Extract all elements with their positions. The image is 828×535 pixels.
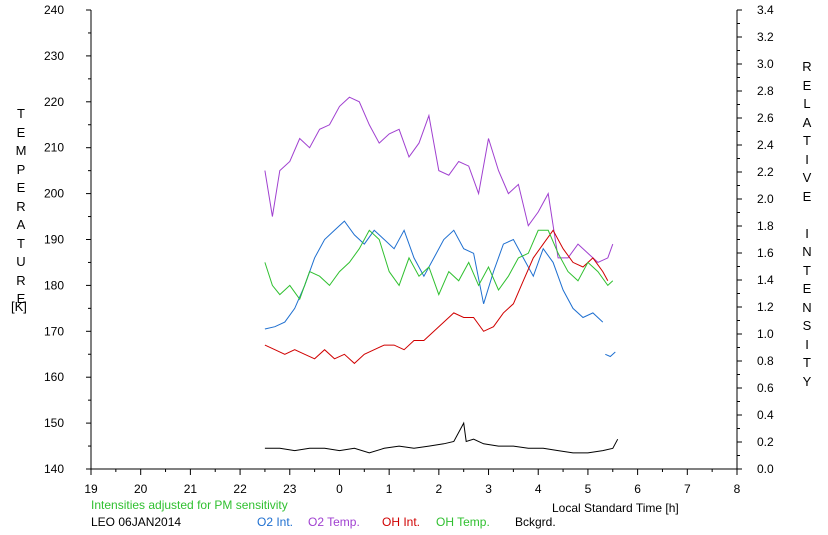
chart-axes: 1401501601701801902002102202302400.00.20… xyxy=(44,3,774,496)
note-text: Intensities adjusted for PM sensitivity xyxy=(91,498,288,512)
y-right-tick-label: 3.2 xyxy=(757,30,774,44)
x-tick-label: 8 xyxy=(734,482,741,496)
y-right-tick-label: 1.6 xyxy=(757,246,774,260)
vertical-label-char: E xyxy=(802,188,812,204)
legend-oh-temp: OH Temp. xyxy=(436,515,490,529)
y-right-tick-label: 1.4 xyxy=(757,273,774,287)
x-tick-label: 0 xyxy=(336,482,343,496)
series-line-oh-temp xyxy=(264,229,614,301)
vertical-label-char: N xyxy=(802,299,812,315)
series-line-oh-int xyxy=(264,229,609,365)
legend-bckgrd: Bckgrd. xyxy=(515,515,556,529)
y-left-tick-label: 170 xyxy=(44,324,64,338)
x-tick-label: 22 xyxy=(233,482,247,496)
vertical-label-char: A xyxy=(802,114,812,130)
vertical-label-char: T xyxy=(17,106,25,121)
x-tick-label: 7 xyxy=(684,482,691,496)
y-left-tick-label: 240 xyxy=(44,3,64,17)
series-line-bckgrd xyxy=(264,421,619,454)
vertical-label-char: E xyxy=(16,291,26,306)
vertical-label-char: R xyxy=(16,198,26,214)
vertical-label-char: S xyxy=(802,318,812,333)
y-right-tick-label: 0.4 xyxy=(757,408,774,422)
y-right-tick-label: 0.6 xyxy=(757,381,774,395)
vertical-label-char: Y xyxy=(802,373,812,389)
y-right-tick-label: 2.4 xyxy=(757,138,774,152)
vertical-label-char: I xyxy=(805,336,809,352)
vertical-label-char: R xyxy=(802,59,812,74)
station-label: LEO 06JAN2014 xyxy=(91,515,182,529)
series-line-o2-temp xyxy=(264,96,614,263)
y-left-tick-label: 220 xyxy=(44,95,64,109)
x-tick-label: 2 xyxy=(436,482,443,496)
x-tick-label: 3 xyxy=(485,482,492,496)
y-axis-left-unit: [K] xyxy=(11,299,27,314)
vertical-label-char: T xyxy=(803,133,811,148)
y-left-tick-label: 160 xyxy=(44,370,64,384)
vertical-label-char: R xyxy=(16,272,26,288)
y-right-tick-label: 0.0 xyxy=(757,462,774,476)
y-left-tick-label: 230 xyxy=(44,49,64,63)
y-right-tick-label: 1.2 xyxy=(757,300,774,314)
vertical-label-char: P xyxy=(16,161,26,177)
y-left-tick-label: 180 xyxy=(44,278,64,292)
y-right-tick-label: 3.0 xyxy=(757,57,774,71)
vertical-label-char: N xyxy=(802,244,812,259)
vertical-label-char: I xyxy=(805,225,809,241)
vertical-label-char: V xyxy=(802,170,812,185)
y-right-tick-label: 2.8 xyxy=(757,84,774,98)
vertical-label-char: T xyxy=(803,355,811,370)
x-tick-label: 23 xyxy=(283,482,297,496)
x-tick-label: 19 xyxy=(84,482,98,496)
y-left-tick-label: 200 xyxy=(44,187,64,201)
y-left-tick-label: 190 xyxy=(44,233,64,247)
x-tick-label: 5 xyxy=(585,482,592,496)
series-line-o2-int xyxy=(264,220,604,330)
y-right-tick-label: 0.8 xyxy=(757,354,774,368)
y-right-tick-label: 2.2 xyxy=(757,165,774,179)
x-tick-label: 20 xyxy=(134,482,148,496)
vertical-label-char: E xyxy=(802,281,812,296)
vertical-label-char: I xyxy=(805,151,809,167)
vertical-label-char: M xyxy=(15,143,27,158)
vertical-label-char: E xyxy=(16,180,26,195)
y-left-tick-label: 140 xyxy=(44,462,64,476)
y-right-tick-label: 1.0 xyxy=(757,327,774,341)
legend-oh-int: OH Int. xyxy=(382,515,421,529)
vertical-label-char: E xyxy=(802,77,812,93)
y-right-tick-label: 3.4 xyxy=(757,3,774,17)
y-left-tick-label: 210 xyxy=(44,141,64,155)
vertical-label-char: E xyxy=(16,124,26,140)
x-tick-label: 21 xyxy=(184,482,198,496)
vertical-label-char: T xyxy=(803,262,811,278)
chart-series xyxy=(264,96,619,454)
series-line-o2-int-end xyxy=(605,351,616,358)
x-tick-label: 1 xyxy=(386,482,393,496)
y-right-tick-label: 1.8 xyxy=(757,219,774,233)
vertical-label-char xyxy=(800,206,814,225)
y-right-tick-label: 0.2 xyxy=(757,435,774,449)
x-axis-label: Local Standard Time [h] xyxy=(552,501,679,515)
x-tick-label: 4 xyxy=(535,482,542,496)
vertical-label-char: A xyxy=(16,217,26,232)
vertical-label-char: T xyxy=(17,235,25,251)
y-left-tick-label: 150 xyxy=(44,416,64,430)
legend-o2-temp: O2 Temp. xyxy=(308,515,360,529)
x-tick-label: 6 xyxy=(634,482,641,496)
legend-o2-int: O2 Int. xyxy=(257,515,294,529)
vertical-label-char: L xyxy=(803,96,811,111)
y-right-tick-label: 2.0 xyxy=(757,192,774,206)
y-right-tick-label: 2.6 xyxy=(757,111,774,125)
vertical-label-char: U xyxy=(16,254,26,269)
